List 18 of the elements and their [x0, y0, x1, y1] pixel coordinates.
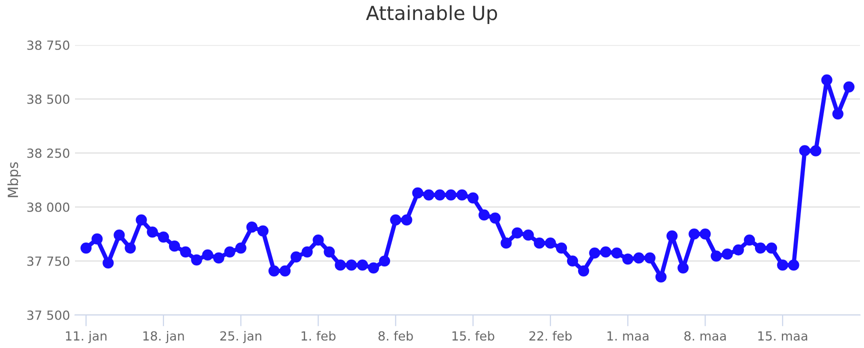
y-tick-label: 38 500 — [27, 94, 70, 104]
x-tick-label: 22. feb — [529, 330, 572, 341]
y-tick-label: 38 250 — [27, 148, 70, 158]
x-tick-label: 1. maa — [607, 331, 648, 341]
x-tick-label: 18. jan — [143, 330, 184, 344]
chart-title: Attainable Up — [366, 5, 498, 24]
y-tick-label: 37 750 — [27, 256, 70, 266]
y-tick-label: 38 750 — [27, 40, 70, 50]
x-tick-label: 11. jan — [66, 330, 106, 344]
y-tick-label: 37 500 — [27, 310, 70, 320]
x-tick-label: 15. feb — [452, 330, 494, 341]
x-tick-label: 8. feb — [378, 330, 413, 341]
y-tick-label: 38 000 — [27, 202, 70, 212]
x-tick-label: 8. maa — [684, 331, 726, 341]
y-axis-title: Mbps — [7, 162, 21, 198]
x-tick-label: 15. maa — [758, 331, 808, 341]
x-tick-label: 1. feb — [302, 330, 336, 341]
x-tick-label: 25. jan — [220, 330, 262, 344]
